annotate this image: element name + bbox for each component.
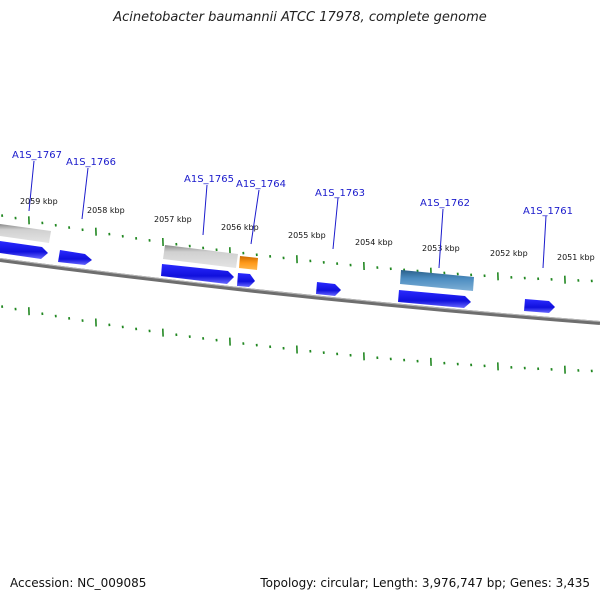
- tick-row-outer: [1, 214, 593, 284]
- gene-label-leaders: [28, 160, 547, 269]
- gene-block-gray: [163, 245, 238, 268]
- kbp-label: 2055 kbp: [288, 231, 326, 240]
- leader-line: [542, 215, 547, 269]
- gene-block-orange: [239, 256, 258, 270]
- gene-label: A1S_1761: [523, 206, 573, 217]
- genome-backbone-highlight: [0, 258, 600, 322]
- cds-arrow: [161, 264, 234, 284]
- kbp-label: 2059 kbp: [20, 197, 58, 206]
- cds-arrow: [237, 273, 255, 287]
- gene-label: A1S_1764: [236, 179, 286, 190]
- kbp-label: 2052 kbp: [490, 249, 528, 258]
- kbp-labels: 2059 kbp 2058 kbp 2057 kbp 2056 kbp 2055…: [20, 197, 595, 262]
- leader-line: [202, 184, 208, 236]
- gene-features: [0, 224, 555, 313]
- map-title: Acinetobacter baumannii ATCC 17978, comp…: [113, 10, 487, 25]
- accession-text: Accession: NC_009085: [10, 576, 147, 590]
- leader-line: [28, 160, 35, 212]
- kbp-label: 2054 kbp: [355, 238, 393, 247]
- gene-label: A1S_1762: [420, 198, 470, 209]
- kbp-label: 2057 kbp: [154, 215, 192, 224]
- cds-arrow: [58, 250, 92, 265]
- gene-label: A1S_1763: [315, 188, 365, 199]
- kbp-label: 2051 kbp: [557, 253, 595, 262]
- kbp-label: 2058 kbp: [87, 206, 125, 215]
- cds-arrow: [398, 290, 471, 308]
- kbp-label: 2056 kbp: [221, 223, 259, 232]
- cds-arrow: [316, 282, 341, 296]
- kbp-label: 2053 kbp: [422, 244, 460, 253]
- cds-arrow: [524, 299, 555, 313]
- genome-backbone: [0, 258, 600, 325]
- leader-line: [81, 167, 89, 220]
- leader-line: [438, 208, 444, 269]
- gene-label: A1S_1767: [12, 150, 62, 161]
- gene-block-steel: [400, 270, 474, 291]
- gene-block-gray: [0, 224, 51, 243]
- genome-summary-text: Topology: circular; Length: 3,976,747 bp…: [260, 576, 590, 590]
- gene-labels: A1S_1767 A1S_1766 A1S_1765 A1S_1764 A1S_…: [12, 150, 573, 217]
- gene-label: A1S_1765: [184, 174, 234, 185]
- leader-line: [332, 197, 339, 250]
- gene-label: A1S_1766: [66, 157, 116, 168]
- cds-arrow: [0, 241, 48, 259]
- tick-row-inner: [1, 305, 593, 374]
- leader-line: [250, 189, 260, 245]
